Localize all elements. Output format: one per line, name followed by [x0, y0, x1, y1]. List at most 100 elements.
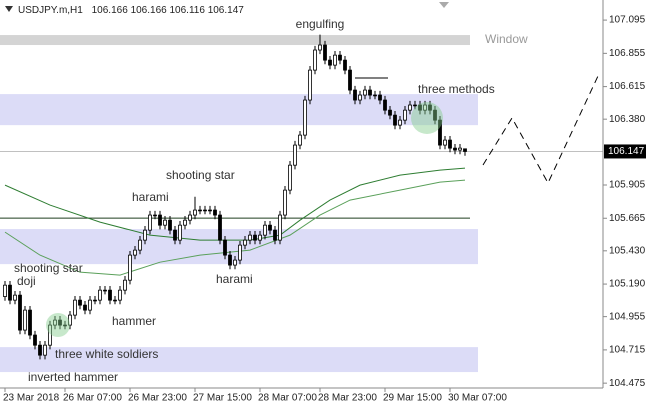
candle-body [373, 94, 377, 97]
candle-body [338, 54, 342, 61]
candle-body [118, 289, 122, 301]
candle-body [288, 164, 292, 191]
candle-body [68, 314, 72, 326]
candle-body [43, 344, 47, 356]
y-tick-label: 107.095 [609, 15, 646, 26]
y-tick-label: 104.715 [609, 345, 646, 356]
candle-body [313, 49, 317, 71]
candle-body [18, 294, 22, 331]
shift-marker [439, 2, 449, 8]
window-band [0, 35, 470, 46]
candle-body [238, 244, 242, 261]
candle-body [283, 189, 287, 216]
candle-body [198, 209, 202, 212]
candle-body [48, 324, 52, 346]
candle-body [138, 239, 142, 251]
candle-body [88, 299, 92, 311]
y-tick-label: 105.905 [609, 180, 646, 191]
annotation: three methods [418, 82, 495, 96]
candle-body [278, 214, 282, 241]
annotation: doji [17, 274, 36, 288]
candle-body [178, 224, 182, 241]
pattern-zone [0, 347, 478, 373]
annotation: inverted hammer [28, 370, 118, 384]
annotation: Window [485, 32, 528, 46]
candle-body [463, 148, 467, 152]
candle-body [173, 229, 177, 241]
candle-body [343, 59, 347, 71]
candle-body [148, 214, 152, 231]
candle-body [423, 104, 427, 111]
candle-body [458, 147, 462, 151]
x-tick-label: 28 Mar 07:00 [258, 393, 317, 404]
y-tick-label: 106.380 [609, 114, 646, 125]
forecast-path [482, 75, 599, 185]
candle-body [8, 284, 12, 301]
candle-body [433, 109, 437, 121]
candle-body [73, 299, 77, 316]
candle-body [298, 134, 302, 146]
x-tick-label: 29 Mar 15:00 [383, 393, 442, 404]
candle-body [218, 214, 222, 241]
header-value: 106.147 [208, 5, 245, 16]
candle-body [308, 69, 312, 101]
candle-body [383, 99, 387, 111]
candle-body [188, 214, 192, 221]
candle-body [348, 69, 352, 91]
y-tick-label: 106.615 [609, 81, 646, 92]
candle-body [3, 284, 7, 297]
candle-body [158, 214, 162, 226]
x-tick-label: 23 Mar 2018 [3, 393, 60, 404]
candle-body [223, 239, 227, 256]
candle-body [53, 319, 57, 326]
symbol: USDJPY.m,H1 [18, 5, 83, 16]
annotation: harami [132, 190, 169, 204]
x-tick-label: 27 Mar 15:00 [193, 393, 252, 404]
candle-body [143, 229, 147, 241]
header-value: 106.116 [170, 5, 206, 16]
candle-body [263, 224, 267, 236]
annotation: three white soldiers [55, 347, 158, 361]
candle-body [293, 144, 297, 166]
candle-body [358, 94, 362, 101]
highlight [411, 102, 443, 134]
candle-body [33, 334, 37, 346]
candle-body [318, 44, 322, 51]
annotation: shooting star [14, 261, 83, 275]
candle-body [23, 309, 27, 331]
candle-body [403, 109, 407, 121]
candle-body [38, 344, 42, 356]
candle-body [328, 59, 332, 66]
candle-body [93, 299, 97, 302]
candle-body [208, 209, 212, 212]
candle-body [388, 109, 392, 116]
candle-body [58, 319, 62, 326]
x-tick-label: 26 Mar 23:00 [128, 393, 187, 404]
candle-body [243, 239, 247, 246]
current-price-box [604, 144, 646, 159]
candle-body [438, 119, 442, 146]
x-axis-ticks: 23 Mar 2018 26 Mar 07:00 26 Mar 23:00 27 Ma… [3, 388, 507, 404]
candle-body [413, 104, 417, 107]
candle-body [113, 299, 117, 302]
x-tick-label: 30 Mar 07:00 [448, 393, 507, 404]
candle-body [233, 259, 237, 266]
candle-body [393, 114, 397, 126]
candle-body [418, 104, 422, 111]
header: USDJPY.m,H1 106.166 106.166 106.116 106.… [18, 5, 244, 16]
annotation: shooting star [166, 168, 235, 182]
candle-body [268, 224, 272, 231]
menu-arrow[interactable] [5, 6, 13, 12]
candle-body [448, 139, 452, 149]
candle-body [103, 289, 107, 292]
candle-body [353, 89, 357, 101]
candle-body [78, 299, 82, 306]
candle-body [303, 99, 307, 136]
highlight [46, 313, 70, 337]
y-tick-label: 104.955 [609, 311, 646, 322]
candle-body [133, 249, 137, 256]
candle-body [168, 219, 172, 231]
candle-body [333, 54, 337, 66]
candle-body [258, 234, 262, 241]
